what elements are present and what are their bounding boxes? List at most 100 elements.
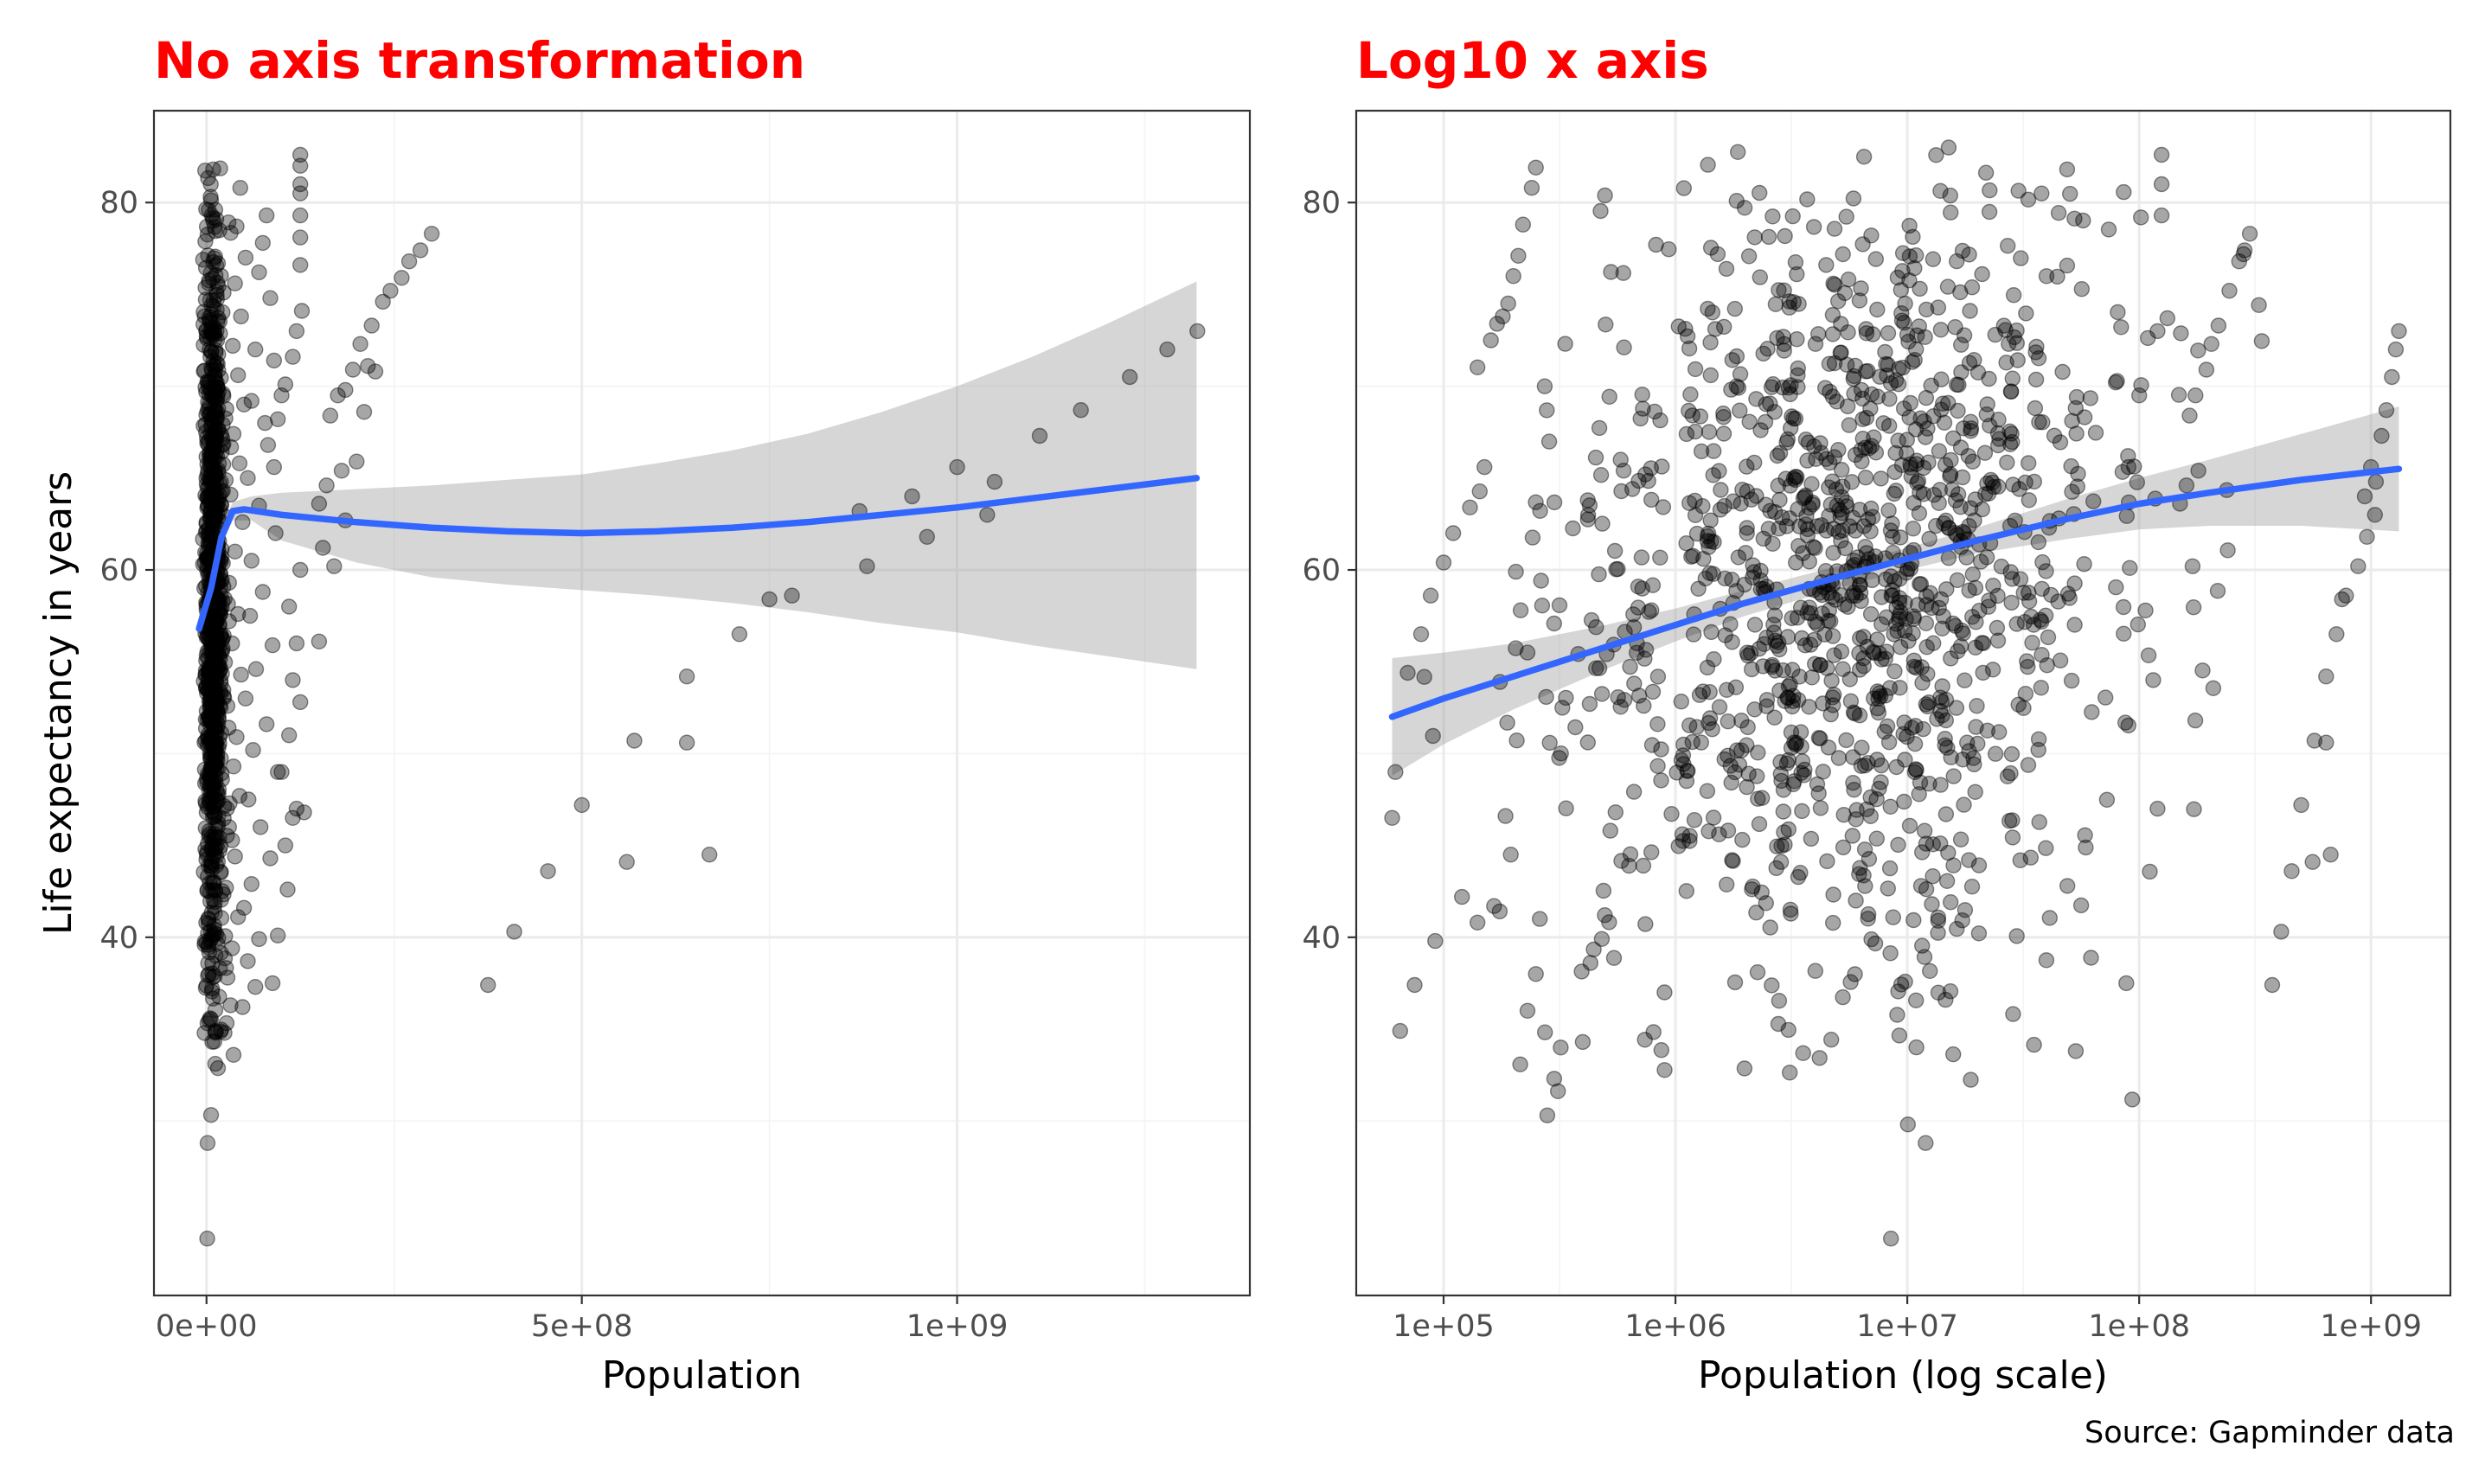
data-point (215, 797, 233, 815)
data-point (215, 579, 232, 595)
data-point (203, 416, 220, 432)
data-point (202, 510, 219, 527)
data-point (203, 325, 220, 342)
data-point (206, 631, 222, 648)
data-point (1797, 432, 1815, 448)
data-point (199, 435, 215, 451)
data-point (202, 732, 219, 749)
data-point (1943, 451, 1959, 469)
data-point (205, 434, 222, 451)
data-point (198, 914, 215, 931)
data-point (2100, 221, 2117, 238)
data-point (219, 800, 235, 817)
data-point (1790, 538, 1807, 554)
data-point (1942, 187, 1959, 204)
data-point (208, 631, 226, 648)
data-point (1884, 515, 1900, 532)
data-point (1834, 478, 1851, 495)
data-point (202, 727, 220, 744)
data-point (2004, 829, 2021, 846)
data-point (210, 603, 227, 619)
data-point (1500, 295, 1516, 312)
data-point (205, 298, 222, 315)
data-point (207, 468, 224, 485)
data-point (198, 448, 215, 465)
data-point (1963, 609, 1981, 625)
data-point (214, 643, 231, 659)
data-point (1769, 447, 1786, 464)
data-point (209, 422, 226, 438)
data-point (1691, 687, 1708, 703)
data-point (360, 358, 376, 374)
data-point (203, 430, 221, 447)
data-point (208, 667, 225, 683)
data-point (1746, 617, 1764, 633)
data-point (197, 720, 215, 737)
data-point (207, 671, 224, 688)
data-point (206, 624, 222, 641)
data-point (1766, 709, 1783, 726)
data-point (1643, 602, 1660, 618)
data-point (1879, 718, 1896, 734)
data-point (219, 969, 236, 986)
data-point (1533, 572, 1549, 589)
data-point (1930, 984, 1947, 1001)
data-point (1963, 878, 1981, 895)
data-point (240, 953, 256, 969)
data-point (1505, 268, 1521, 285)
data-point (208, 627, 224, 644)
data-point (1603, 264, 1619, 280)
data-point (202, 636, 220, 652)
data-point (400, 253, 418, 270)
data-point (2067, 1043, 2085, 1059)
data-point (206, 633, 222, 649)
data-point (1661, 241, 1677, 258)
data-point (208, 429, 224, 446)
data-point (1656, 1062, 1673, 1078)
data-point (1882, 798, 1899, 815)
data-point (1719, 681, 1735, 698)
data-point (207, 423, 223, 439)
data-point (326, 558, 343, 574)
data-point (2030, 534, 2047, 551)
data-point (206, 400, 223, 416)
data-point (209, 387, 226, 403)
data-point (206, 486, 223, 502)
data-point (2186, 801, 2202, 817)
data-point (1581, 695, 1598, 713)
data-point (206, 320, 223, 336)
data-point (1681, 828, 1698, 844)
data-point (1635, 857, 1652, 874)
data-point (2012, 852, 2029, 868)
data-point (205, 881, 221, 899)
data-point (292, 157, 309, 174)
data-point (203, 983, 221, 1000)
data-point (1955, 420, 1972, 437)
data-point (198, 647, 215, 663)
data-point (197, 424, 215, 440)
data-point (200, 527, 217, 543)
data-point (2318, 668, 2334, 685)
data-point (209, 313, 226, 329)
data-point (2241, 226, 2258, 242)
data-point (202, 419, 220, 436)
data-point (202, 698, 219, 715)
data-point (198, 652, 215, 669)
data-point (1860, 362, 1876, 380)
data-point (210, 781, 227, 797)
data-point (198, 323, 215, 340)
data-point (199, 489, 215, 506)
data-point (208, 274, 226, 291)
data-point (2367, 473, 2385, 490)
data-point (200, 939, 217, 956)
data-point (210, 400, 227, 417)
data-point (215, 436, 232, 452)
data-point (211, 960, 228, 976)
data-point (202, 793, 219, 809)
data-point (1925, 836, 1942, 853)
data-point (209, 694, 226, 710)
data-point (204, 614, 221, 631)
data-point (204, 644, 221, 661)
data-point (2061, 590, 2078, 606)
data-point (207, 1024, 224, 1041)
